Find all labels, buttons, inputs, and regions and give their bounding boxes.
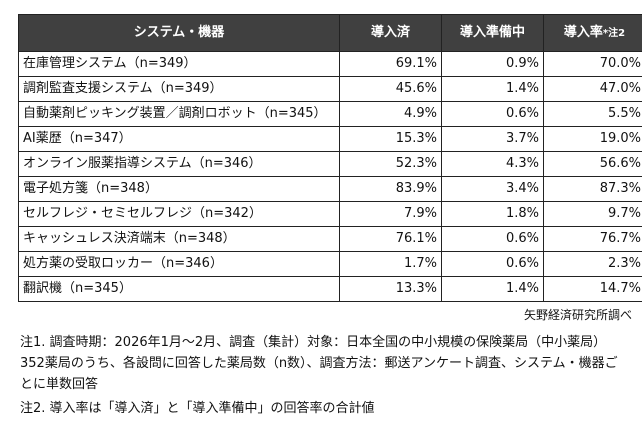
cell-system: 翻訳機（n=345）	[19, 277, 340, 302]
header-preparing: 導入準備中	[442, 15, 544, 52]
cell-preparing: 3.7%	[442, 127, 544, 152]
cell-system: キャッシュレス決済端末（n=348）	[19, 227, 340, 252]
cell-system: オンライン服薬指導システム（n=346）	[19, 152, 340, 177]
cell-adopted: 4.9%	[340, 102, 442, 127]
cell-adoption-rate: 2.3%	[544, 252, 642, 277]
table-row: オンライン服薬指導システム（n=346）52.3%4.3%56.6%	[19, 152, 642, 177]
cell-adoption-rate: 9.7%	[544, 202, 642, 227]
cell-preparing: 1.4%	[442, 77, 544, 102]
table-row: 調剤監査支援システム（n=349）45.6%1.4%47.0%	[19, 77, 642, 102]
cell-adoption-rate: 47.0%	[544, 77, 642, 102]
cell-adopted: 1.7%	[340, 252, 442, 277]
cell-adopted: 83.9%	[340, 177, 442, 202]
header-adoption-rate-label: 導入率	[564, 25, 603, 40]
note-2: 注2. 導入率は「導入済」と「導入準備中」の回答率の合計値	[20, 398, 620, 419]
note-1: 注1. 調査時期：2026年1月～2月、調査（集計）対象：日本全国の中小規模の保…	[20, 332, 620, 395]
table-row: AI薬歴（n=347）15.3%3.7%19.0%	[19, 127, 642, 152]
cell-adopted: 45.6%	[340, 77, 442, 102]
cell-preparing: 0.9%	[442, 52, 544, 77]
cell-adoption-rate: 56.6%	[544, 152, 642, 177]
cell-system: 在庫管理システム（n=349）	[19, 52, 340, 77]
cell-preparing: 1.8%	[442, 202, 544, 227]
cell-adopted: 7.9%	[340, 202, 442, 227]
cell-adopted: 76.1%	[340, 227, 442, 252]
table-row: 翻訳機（n=345）13.3%1.4%14.7%	[19, 277, 642, 302]
cell-adopted: 52.3%	[340, 152, 442, 177]
table-header-row: システム・機器 導入済 導入準備中 導入率*注2	[19, 15, 642, 52]
table-row: キャッシュレス決済端末（n=348）76.1%0.6%76.7%	[19, 227, 642, 252]
cell-system: 処方薬の受取ロッカー（n=346）	[19, 252, 340, 277]
cell-adoption-rate: 19.0%	[544, 127, 642, 152]
table-row: 処方薬の受取ロッカー（n=346）1.7%0.6%2.3%	[19, 252, 642, 277]
adoption-table: システム・機器 導入済 導入準備中 導入率*注2 在庫管理システム（n=349）…	[18, 14, 642, 302]
cell-adoption-rate: 76.7%	[544, 227, 642, 252]
header-note-ref: *注2	[603, 28, 625, 39]
source-credit: 矢野経済研究所調べ	[18, 306, 632, 324]
cell-adoption-rate: 14.7%	[544, 277, 642, 302]
table-row: 自動薬剤ピッキング装置／調剤ロボット（n=345）4.9%0.6%5.5%	[19, 102, 642, 127]
cell-preparing: 1.4%	[442, 277, 544, 302]
cell-system: セルフレジ・セミセルフレジ（n=342）	[19, 202, 340, 227]
cell-adoption-rate: 5.5%	[544, 102, 642, 127]
cell-adopted: 15.3%	[340, 127, 442, 152]
notes: 注1. 調査時期：2026年1月～2月、調査（集計）対象：日本全国の中小規模の保…	[20, 332, 620, 419]
cell-system: 電子処方箋（n=348）	[19, 177, 340, 202]
cell-preparing: 0.6%	[442, 252, 544, 277]
table-body: 在庫管理システム（n=349）69.1%0.9%70.0%調剤監査支援システム（…	[19, 52, 642, 302]
cell-system: 調剤監査支援システム（n=349）	[19, 77, 340, 102]
cell-preparing: 4.3%	[442, 152, 544, 177]
cell-system: 自動薬剤ピッキング装置／調剤ロボット（n=345）	[19, 102, 340, 127]
cell-preparing: 3.4%	[442, 177, 544, 202]
header-adoption-rate: 導入率*注2	[544, 15, 642, 52]
table-row: 電子処方箋（n=348）83.9%3.4%87.3%	[19, 177, 642, 202]
cell-adopted: 69.1%	[340, 52, 442, 77]
header-system: システム・機器	[19, 15, 340, 52]
cell-adoption-rate: 70.0%	[544, 52, 642, 77]
cell-adoption-rate: 87.3%	[544, 177, 642, 202]
table-row: 在庫管理システム（n=349）69.1%0.9%70.0%	[19, 52, 642, 77]
cell-adopted: 13.3%	[340, 277, 442, 302]
cell-preparing: 0.6%	[442, 102, 544, 127]
cell-system: AI薬歴（n=347）	[19, 127, 340, 152]
header-adopted: 導入済	[340, 15, 442, 52]
cell-preparing: 0.6%	[442, 227, 544, 252]
table-row: セルフレジ・セミセルフレジ（n=342）7.9%1.8%9.7%	[19, 202, 642, 227]
